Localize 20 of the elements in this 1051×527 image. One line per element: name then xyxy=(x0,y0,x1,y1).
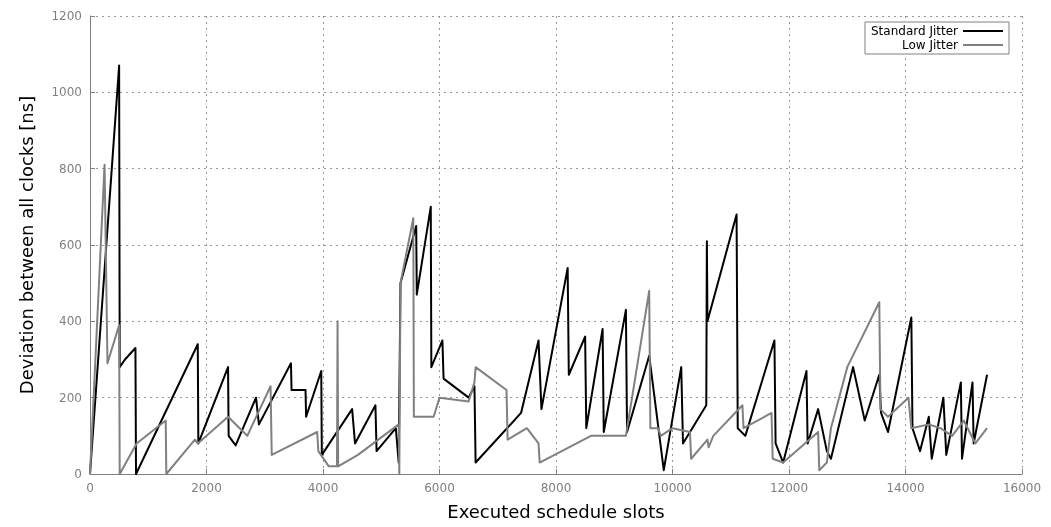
x-tick-label: 0 xyxy=(86,481,94,495)
x-tick-label: 16000 xyxy=(1002,481,1042,495)
x-tick-label: 8000 xyxy=(540,481,572,495)
x-tick-label: 10000 xyxy=(653,481,692,495)
y-tick-label: 1200 xyxy=(51,9,82,23)
x-tick-label: 12000 xyxy=(769,481,809,495)
x-tick-label: 4000 xyxy=(307,481,339,495)
x-tick-label: 6000 xyxy=(424,481,455,495)
y-tick-label: 1000 xyxy=(51,85,82,100)
y-tick-label: 400 xyxy=(59,314,82,329)
y-tick-label: 800 xyxy=(59,161,82,176)
x-tick-label: 14000 xyxy=(886,481,925,495)
y-axis-title: Deviation between all clocks [ns] xyxy=(15,95,37,395)
legend-label: Low Jitter xyxy=(901,38,959,52)
x-tick-label: 2000 xyxy=(191,481,222,495)
y-tick-label: 600 xyxy=(59,238,82,252)
y-tick-label: 0 xyxy=(74,467,82,481)
x-axis-title: Executed schedule slots xyxy=(447,500,665,522)
y-tick-label: 200 xyxy=(59,390,82,405)
legend-label: Standard Jitter xyxy=(870,24,959,38)
